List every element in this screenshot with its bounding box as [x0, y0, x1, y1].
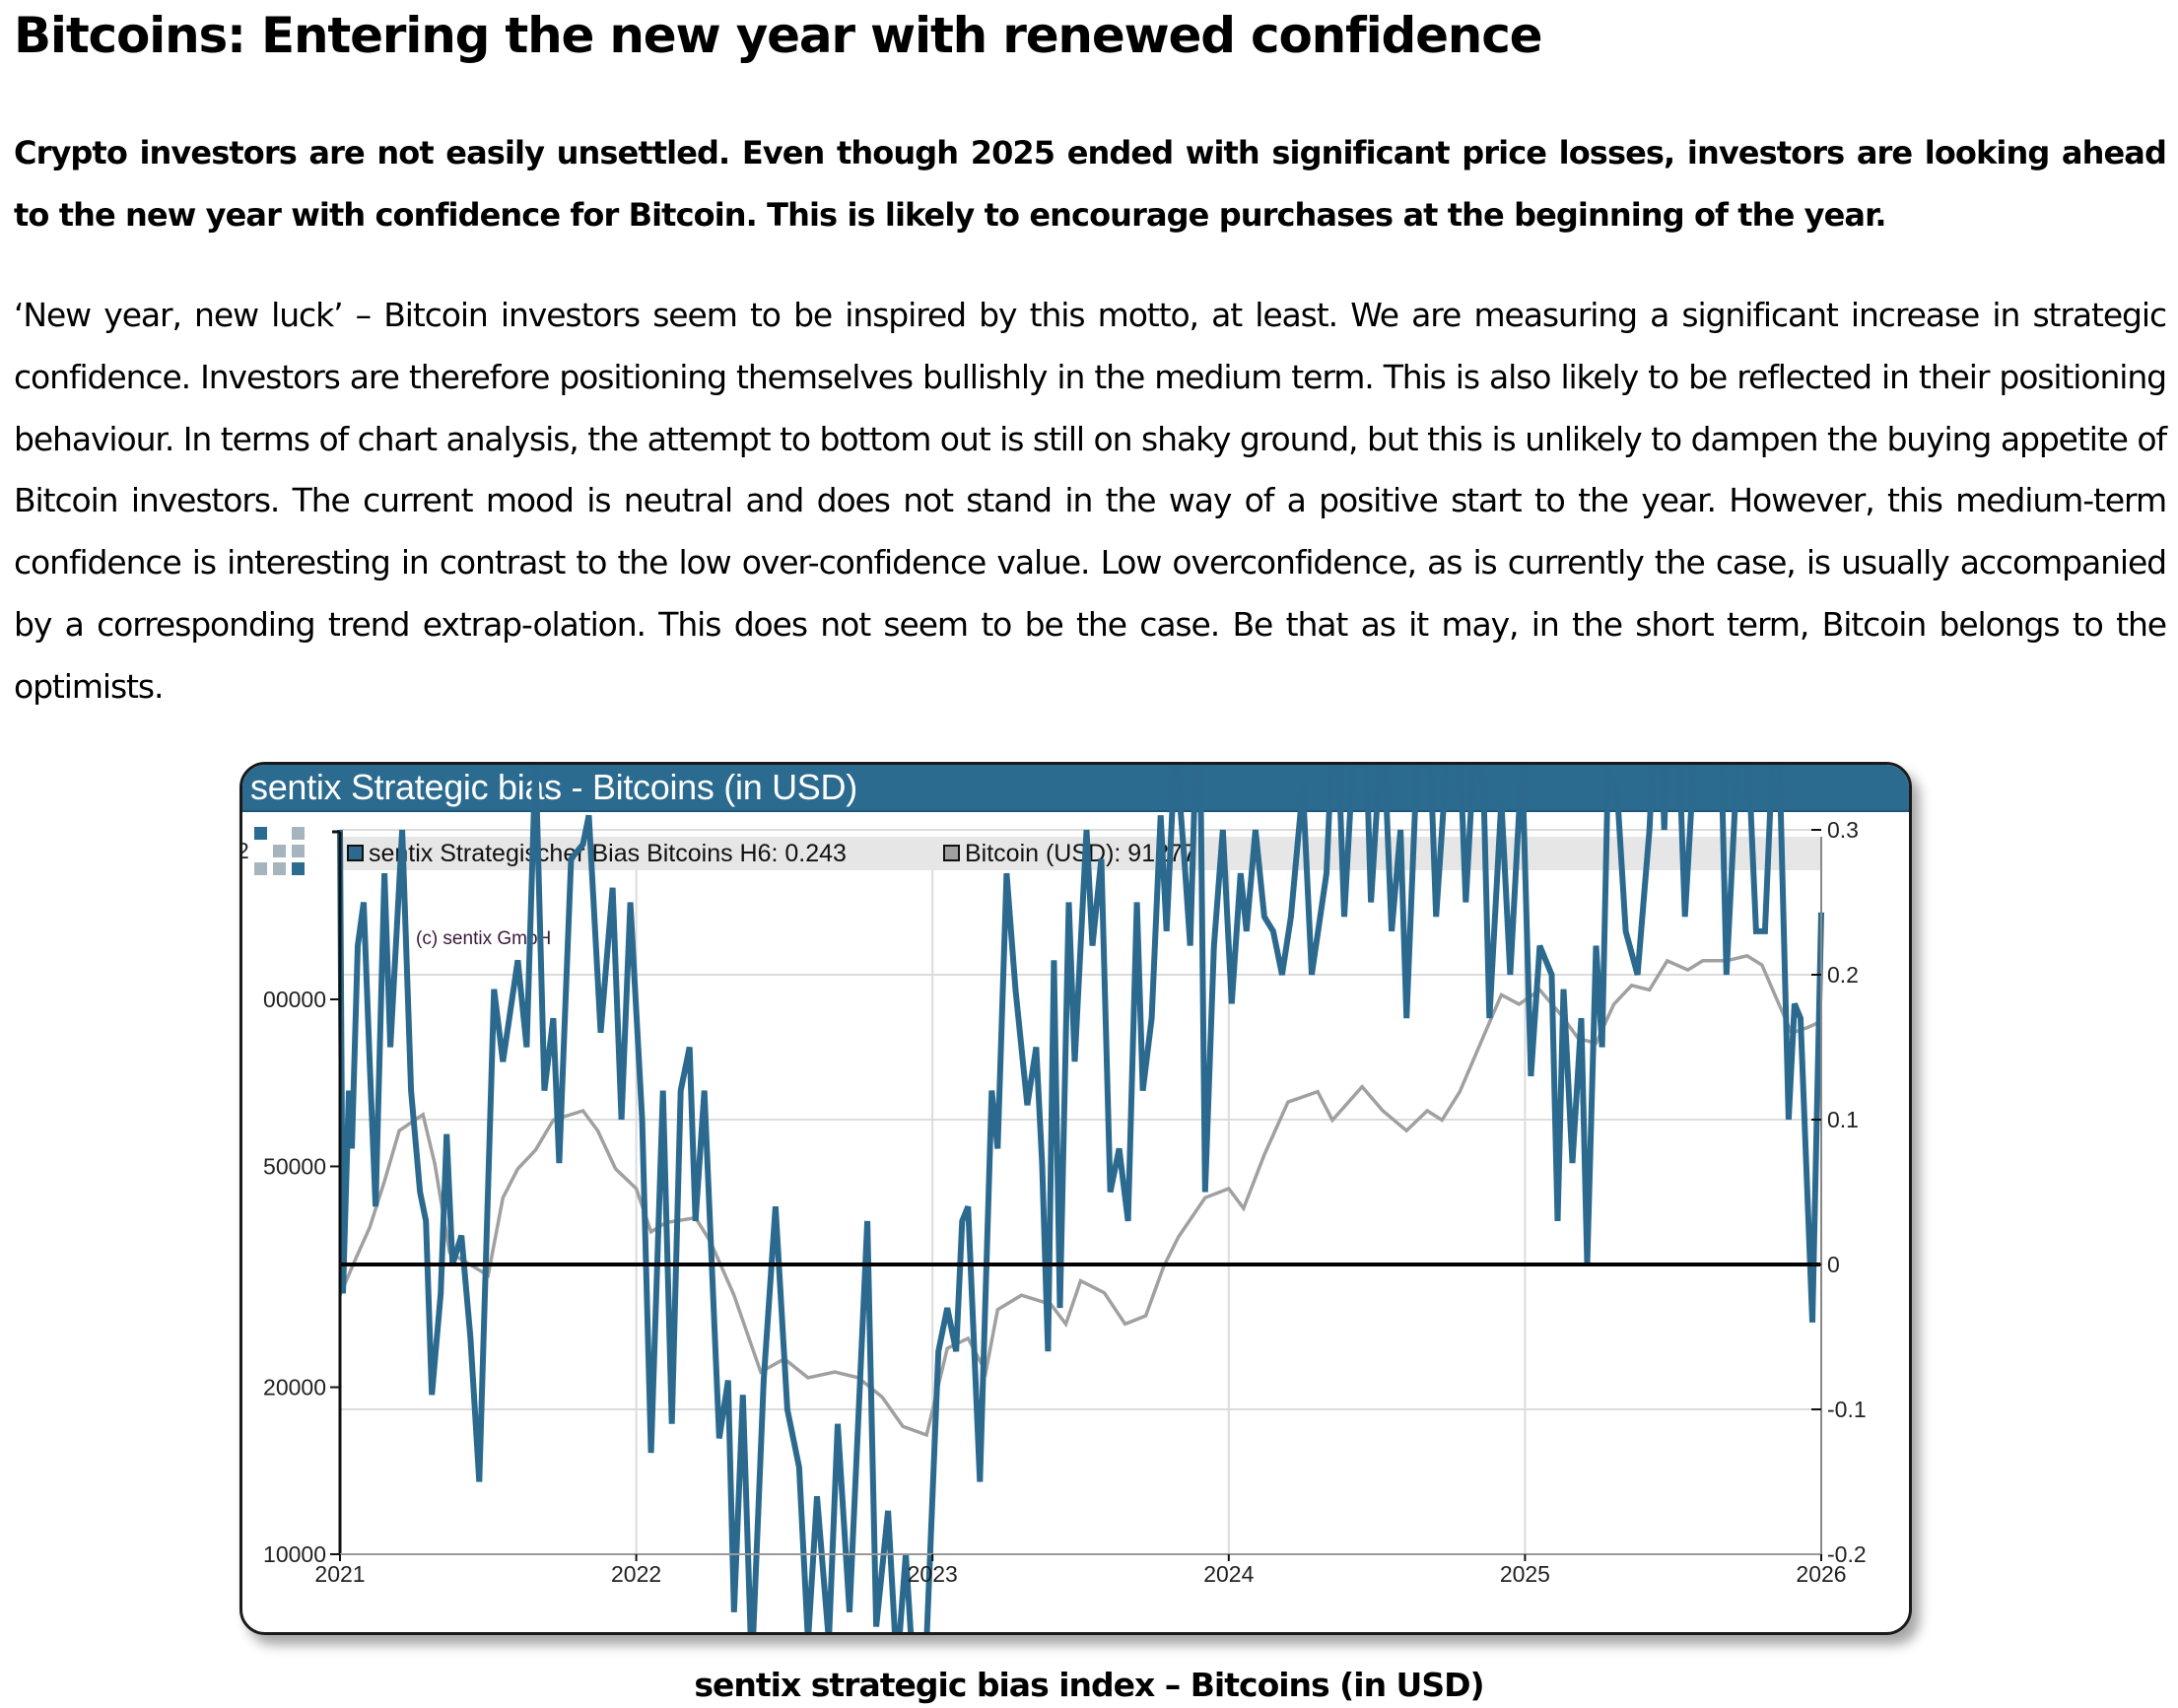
x-axis-tick-label: 2024: [1203, 1561, 1254, 1587]
chart-header-title: sentix Strategic bias - Bitcoins (in USD…: [250, 767, 857, 807]
left-axis-tick-label: 20000: [263, 1375, 326, 1401]
right-axis-tick-label: 0.1: [1827, 1107, 1859, 1132]
legend-label-sentiment: sentix Strategischer Bias Bitcoins H6: 0…: [369, 840, 847, 867]
legend-item-sentiment: sentix Strategischer Bias Bitcoins H6: 0…: [347, 840, 847, 867]
left-axis-tick-label-cropped: 2: [242, 838, 249, 863]
x-axis-tick-label: 2021: [314, 1561, 365, 1587]
right-axis-tick-label: 0.3: [1827, 817, 1859, 843]
legend-band: [340, 837, 1821, 870]
chart-plot: sentix Strategischer Bias Bitcoins H6: 0…: [242, 765, 1867, 1632]
right-axis-tick-label: 0.2: [1827, 962, 1859, 988]
article-title: Bitcoins: Entering the new year with ren…: [14, 7, 1543, 64]
right-axis-tick-label: -0.2: [1827, 1541, 1867, 1567]
right-axis-tick-label: -0.1: [1827, 1397, 1867, 1422]
left-axis-tick-label: 10000: [263, 1541, 326, 1567]
x-axis-tick-label: 2023: [908, 1561, 958, 1587]
copyright-label: (c) sentix GmbH: [416, 928, 551, 949]
left-axis-tick-label: 00000: [263, 987, 326, 1012]
axes-layer: 100002000050000000002-0.4-0.3-0.2-0.100.…: [242, 817, 1867, 1587]
series-line-sentiment: [337, 765, 1824, 1632]
legend-swatch-sentiment: [347, 845, 364, 861]
article-body: ‘New year, new luck’ – Bitcoin investors…: [14, 296, 2167, 706]
chart-header: sentix Strategic bias - Bitcoins (in USD…: [242, 765, 1909, 812]
x-axis-tick-label: 2026: [1796, 1561, 1846, 1587]
x-axis-tick-label: 2022: [611, 1561, 661, 1587]
chart-caption: sentix strategic bias index – Bitcoins (…: [694, 1666, 1484, 1704]
legend-swatch-price: [943, 845, 960, 861]
article-lead: Crypto investors are not easily unsettle…: [14, 134, 2167, 234]
sentix-logo-icon: [254, 827, 305, 875]
right-axis-tick-label: 0: [1827, 1252, 1840, 1277]
x-axis-tick-label: 2025: [1500, 1561, 1550, 1587]
left-axis-tick-label: 50000: [263, 1153, 326, 1179]
chart-panel: sentix Strategic bias - Bitcoins (in USD…: [239, 762, 1912, 1635]
series-layer: [337, 765, 1824, 1632]
